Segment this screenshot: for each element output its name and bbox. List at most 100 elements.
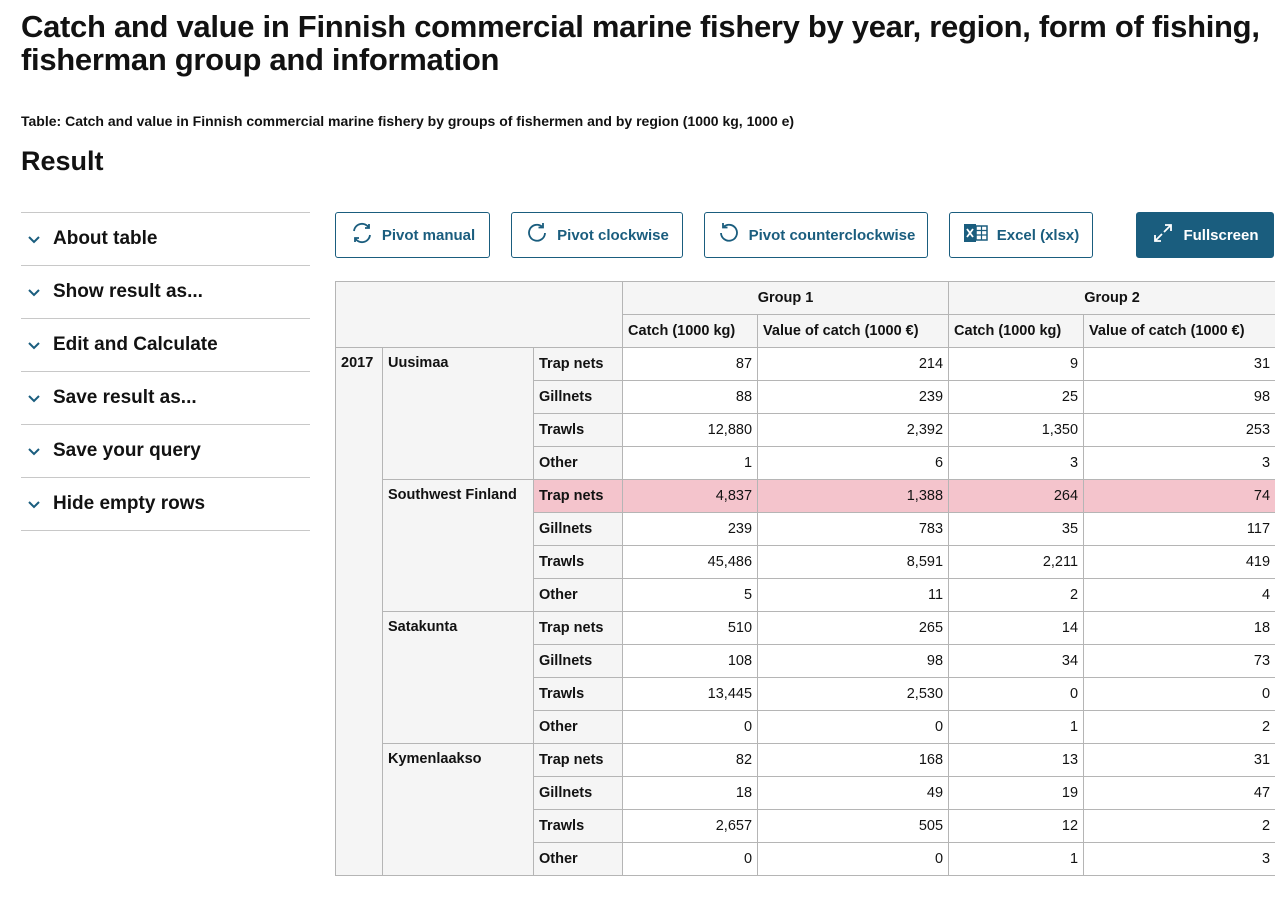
- group-header: Group 1: [622, 281, 950, 315]
- value-cell: 239: [622, 512, 759, 546]
- rotate-clockwise-icon: [525, 221, 549, 249]
- value-cell: 18: [622, 776, 759, 810]
- fishing-form-cell: Other: [532, 710, 624, 744]
- fishing-form-cell: Gillnets: [532, 512, 624, 546]
- sidebar-item-label: Save your query: [53, 440, 201, 461]
- value-cell: 108: [622, 644, 759, 678]
- page-title: Catch and value in Finnish commercial ma…: [21, 9, 1260, 77]
- fishing-form-cell: Gillnets: [532, 644, 624, 678]
- value-cell: 239: [757, 380, 950, 414]
- excel-download-button[interactable]: Excel (xlsx): [949, 212, 1093, 258]
- value-cell: 87: [622, 347, 759, 381]
- year-cell: 2017: [335, 347, 383, 876]
- value-cell: 0: [757, 842, 950, 876]
- value-cell: 3: [1083, 842, 1275, 876]
- value-cell: 2: [1083, 809, 1275, 843]
- table-row: Other 5 11 2 4: [336, 578, 1275, 612]
- value-cell: 98: [757, 644, 950, 678]
- value-cell: 47: [1083, 776, 1275, 810]
- value-cell: 1,350: [948, 413, 1085, 447]
- table-body: 2017 Uusimaa Trap nets 87 214 9 31 Gillnets 88 23…: [335, 347, 1275, 876]
- value-cell: 98: [1083, 380, 1275, 414]
- value-cell: 5: [622, 578, 759, 612]
- value-cell: 0: [948, 677, 1085, 711]
- sidebar-item-about-table[interactable]: About table: [21, 213, 310, 266]
- value-cell: 783: [757, 512, 950, 546]
- sidebar-item-edit-and-calculate[interactable]: Edit and Calculate: [21, 319, 310, 372]
- value-cell: 3: [1083, 446, 1275, 480]
- value-cell: 4,837: [622, 479, 759, 513]
- table-row: 2017 Uusimaa Trap nets 87 214 9 31: [335, 347, 1275, 876]
- fishing-form-cell: Trawls: [532, 413, 624, 447]
- value-cell: 0: [622, 842, 759, 876]
- excel-label: Excel (xlsx): [996, 226, 1080, 244]
- value-cell: 505: [757, 809, 950, 843]
- fishing-form-cell: Trap nets: [532, 611, 624, 645]
- sidebar: About table Show result as... Edit and C…: [21, 212, 310, 531]
- table-caption: Table: Catch and value in Finnish commer…: [21, 113, 795, 129]
- chevron-down-icon: [27, 444, 41, 458]
- sidebar-item-label: About table: [53, 228, 158, 249]
- value-cell: 3: [948, 446, 1085, 480]
- region-cell: Uusimaa: [382, 347, 534, 480]
- sidebar-item-label: Hide empty rows: [53, 493, 206, 514]
- chevron-down-icon: [27, 232, 41, 246]
- excel-icon: [963, 222, 989, 248]
- region-cell: Satakunta: [382, 611, 534, 744]
- region-cell: Kymenlaakso: [382, 743, 534, 876]
- value-cell: 9: [948, 347, 1085, 381]
- sidebar-item-label: Edit and Calculate: [53, 334, 218, 355]
- table-row: Other 0 0 1 2: [336, 710, 1275, 744]
- value-cell: 25: [948, 380, 1085, 414]
- sidebar-item-label: Save result as...: [53, 387, 197, 408]
- pivot-counterclockwise-button[interactable]: Pivot counterclockwise: [704, 212, 928, 258]
- result-table-container: Group 1 Group 2 Catch (1000 kg) Value of…: [335, 281, 1275, 897]
- measure-header: Catch (1000 kg): [622, 314, 759, 348]
- value-cell: 2: [1083, 710, 1275, 744]
- value-cell: 265: [757, 611, 950, 645]
- sidebar-item-save-your-query[interactable]: Save your query: [21, 425, 310, 478]
- fishing-form-cell: Trawls: [532, 809, 624, 843]
- value-cell: 510: [622, 611, 759, 645]
- value-cell: 0: [757, 710, 950, 744]
- fishing-form-cell: Trawls: [532, 545, 624, 579]
- value-cell: 1: [948, 710, 1085, 744]
- chevron-down-icon: [27, 338, 41, 352]
- value-cell: 4: [1083, 578, 1275, 612]
- value-cell: 82: [622, 743, 759, 777]
- pivot-clockwise-button[interactable]: Pivot clockwise: [511, 212, 683, 258]
- value-cell: 14: [948, 611, 1085, 645]
- value-cell: 214: [757, 347, 950, 381]
- table-row: Satakunta Trap nets 510 265 14 18: [336, 611, 1275, 744]
- fishing-form-cell: Trawls: [532, 677, 624, 711]
- value-cell: 35: [948, 512, 1085, 546]
- table-row: Southwest Finland Trap nets 4,837 1,388 264 7…: [336, 479, 1275, 612]
- value-cell: 11: [757, 578, 950, 612]
- sidebar-item-save-result-as[interactable]: Save result as...: [21, 372, 310, 425]
- value-cell: 253: [1083, 413, 1275, 447]
- value-cell: 2,211: [948, 545, 1085, 579]
- sidebar-item-show-result-as[interactable]: Show result as...: [21, 266, 310, 319]
- fishing-form-cell: Other: [532, 842, 624, 876]
- value-cell: 6: [757, 446, 950, 480]
- measure-header: Value of catch (1000 €): [757, 314, 950, 348]
- value-cell: 2,657: [622, 809, 759, 843]
- fullscreen-button[interactable]: Fullscreen: [1136, 212, 1274, 258]
- value-cell: 74: [1083, 479, 1275, 513]
- value-cell: 1: [622, 446, 759, 480]
- pivot-manual-icon: [350, 221, 374, 249]
- pivot-clockwise-label: Pivot clockwise: [557, 226, 669, 244]
- sidebar-item-hide-empty-rows[interactable]: Hide empty rows: [21, 478, 310, 531]
- fishing-form-cell: Gillnets: [532, 380, 624, 414]
- value-cell: 264: [948, 479, 1085, 513]
- expand-icon: [1151, 221, 1175, 249]
- value-cell: 0: [622, 710, 759, 744]
- table-row: Gillnets 88 239 25 98: [336, 380, 1275, 414]
- pivot-manual-button[interactable]: Pivot manual: [335, 212, 490, 258]
- fishing-form-cell: Trap nets: [532, 347, 624, 381]
- table-row: Trawls 12,880 2,392 1,350 253: [336, 413, 1275, 447]
- value-cell: 117: [1083, 512, 1275, 546]
- chevron-down-icon: [27, 285, 41, 299]
- result-table: Group 1 Group 2 Catch (1000 kg) Value of…: [335, 281, 1275, 876]
- value-cell: 2,392: [757, 413, 950, 447]
